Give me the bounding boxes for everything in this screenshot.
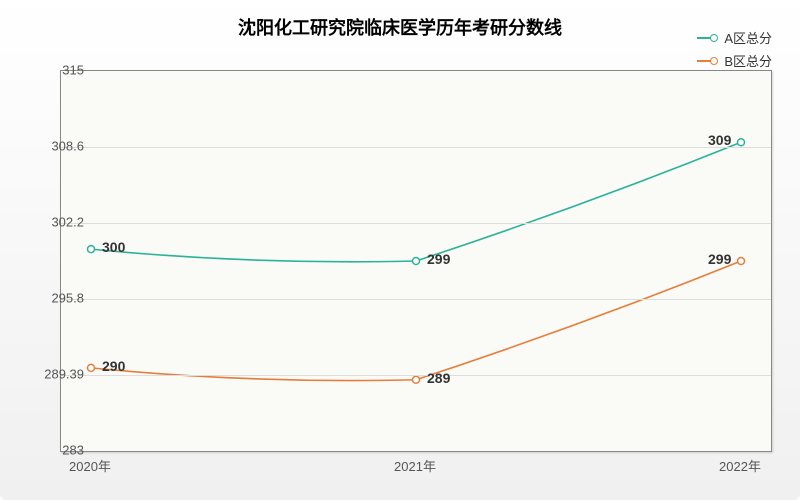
y-axis-label: 295.8 bbox=[51, 291, 84, 306]
legend-label-a: A区总分 bbox=[724, 28, 772, 47]
data-label: 289 bbox=[424, 370, 453, 386]
x-axis-label: 2020年 bbox=[69, 456, 111, 475]
data-point bbox=[738, 258, 745, 265]
gridline bbox=[61, 375, 771, 376]
data-point bbox=[88, 364, 95, 371]
y-axis-label: 289.39 bbox=[44, 367, 84, 382]
data-label: 299 bbox=[705, 251, 734, 267]
legend: A区总分 B区总分 bbox=[697, 28, 772, 74]
data-point bbox=[413, 258, 420, 265]
data-point bbox=[738, 139, 745, 146]
series-line bbox=[91, 142, 741, 262]
x-axis-label: 2021年 bbox=[394, 456, 436, 475]
gridline bbox=[61, 299, 771, 300]
gridline bbox=[61, 147, 771, 148]
legend-label-b: B区总分 bbox=[724, 51, 772, 70]
legend-item-a: A区总分 bbox=[697, 28, 772, 47]
plot-area: 300 299 309 290 289 299 bbox=[60, 70, 772, 452]
data-label: 309 bbox=[705, 132, 734, 148]
chart-svg bbox=[61, 71, 771, 451]
gridline bbox=[61, 223, 771, 224]
data-label: 300 bbox=[99, 239, 128, 255]
y-axis-label: 315 bbox=[62, 63, 84, 78]
y-axis-label: 308.6 bbox=[51, 139, 84, 154]
data-label: 290 bbox=[99, 358, 128, 374]
chart-container: 沈阳化工研究院临床医学历年考研分数线 A区总分 B区总分 300 299 309 29… bbox=[0, 0, 800, 500]
data-point bbox=[88, 246, 95, 253]
series-line bbox=[91, 261, 741, 381]
y-axis-label: 302.2 bbox=[51, 215, 84, 230]
data-point bbox=[413, 376, 420, 383]
legend-item-b: B区总分 bbox=[697, 51, 772, 70]
legend-dot-b bbox=[710, 57, 718, 65]
chart-title: 沈阳化工研究院临床医学历年考研分数线 bbox=[238, 14, 562, 40]
x-axis-label: 2022年 bbox=[719, 456, 761, 475]
data-label: 299 bbox=[424, 251, 453, 267]
legend-dot-a bbox=[710, 34, 718, 42]
